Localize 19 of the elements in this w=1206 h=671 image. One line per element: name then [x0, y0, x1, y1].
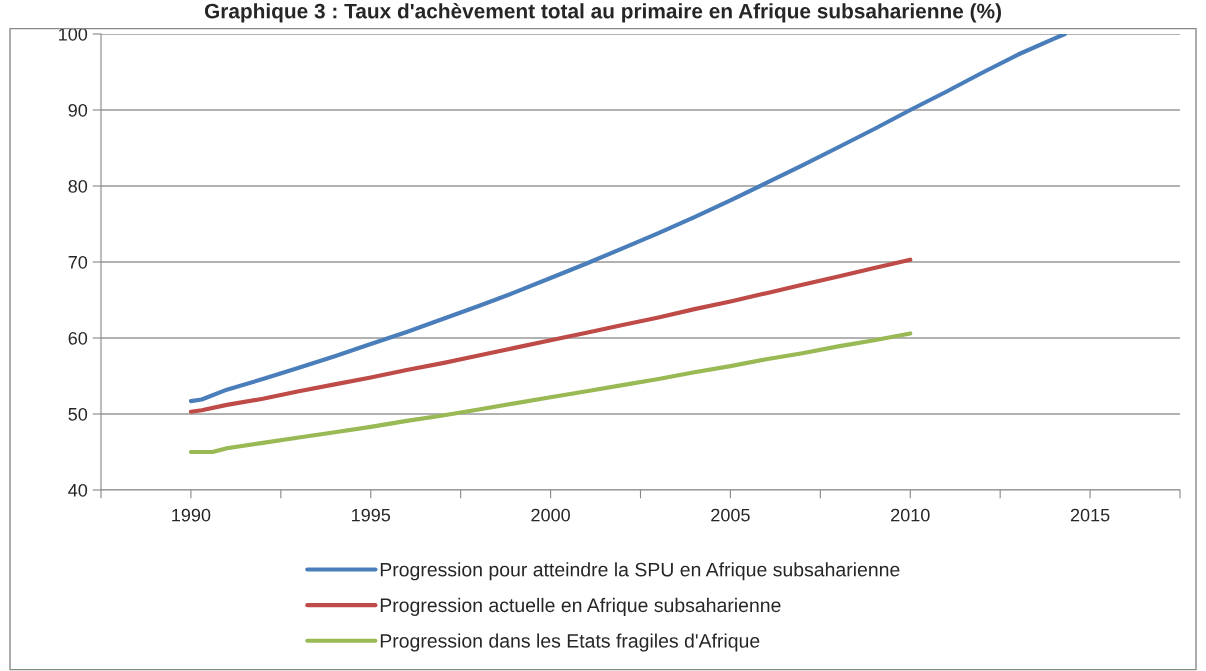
chart-title: Graphique 3 : Taux d'achèvement total au primaire en Afrique subsaharienne (%) — [204, 3, 1001, 23]
legend-label: Progression pour atteindre la SPU en Afrique subsaharienne — [380, 562, 900, 581]
x-tick-label: 1995 — [352, 508, 391, 522]
x-tick-label: 2010 — [891, 508, 930, 522]
line-series — [188, 257, 913, 414]
y-tick-label: 60 — [68, 331, 88, 345]
line-series — [188, 331, 913, 455]
x-tick-label: 2015 — [1070, 508, 1110, 522]
y-tick-label: 70 — [68, 255, 88, 269]
line-series — [188, 34, 1067, 404]
x-tick-label: 2005 — [711, 508, 750, 522]
y-tick-label: 80 — [68, 179, 88, 193]
legend-label: Progression dans les Etats fragiles d'Afrique — [380, 633, 760, 652]
x-tick-label: 1990 — [172, 508, 211, 522]
y-tick-label: 90 — [68, 103, 88, 117]
y-tick-label: 40 — [68, 483, 88, 497]
y-tick-label: 50 — [68, 407, 88, 421]
x-tick-label: 2000 — [531, 508, 570, 522]
legend-label: Progression actuelle en Afrique subsaharienne — [380, 597, 781, 616]
